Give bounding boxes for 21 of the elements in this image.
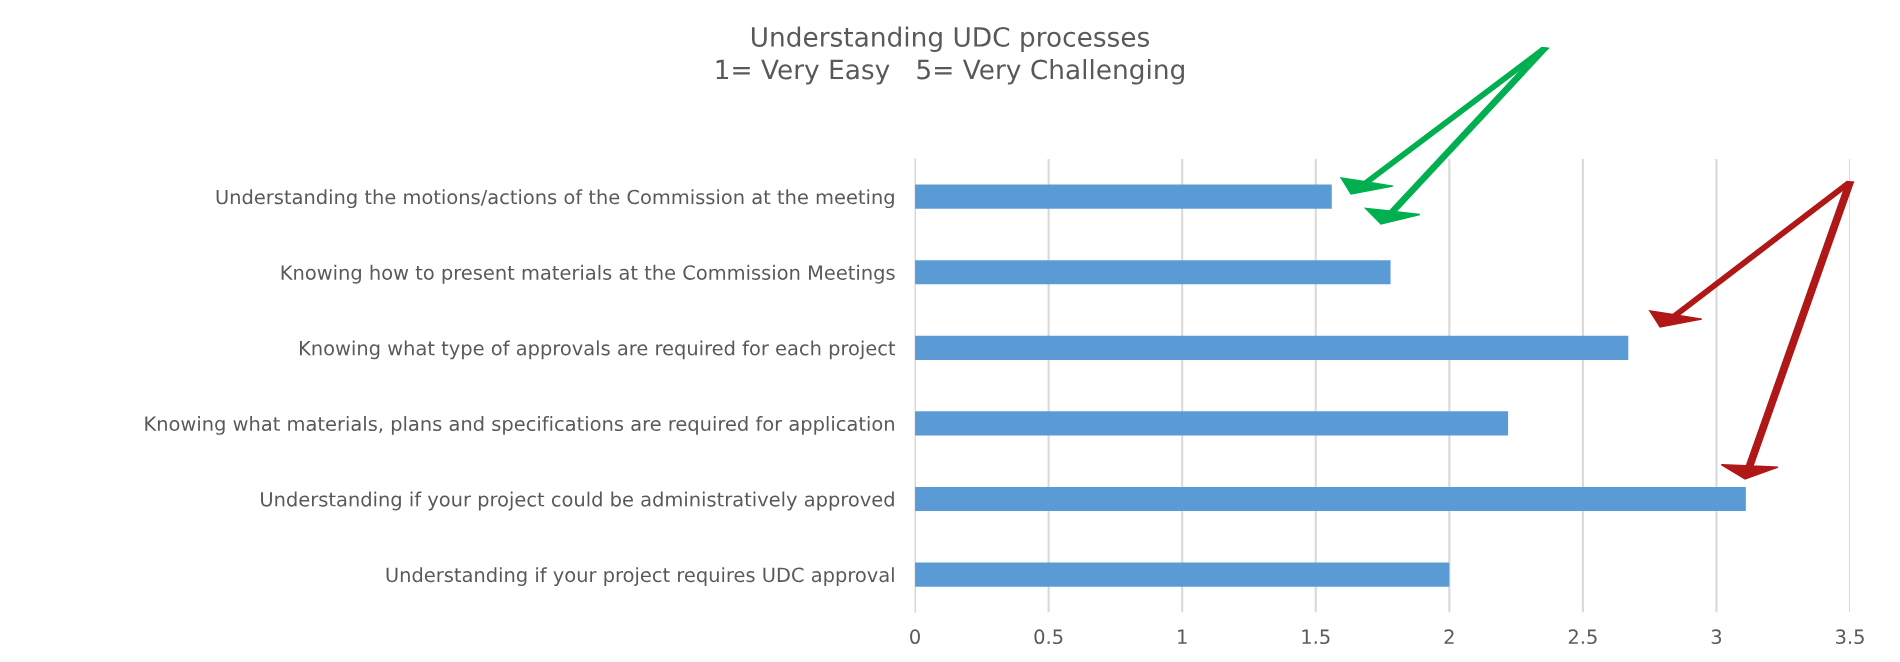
bar [915, 184, 1332, 209]
y-tick-label: Understanding the motions/actions of the Commission at the meeting [216, 189, 894, 209]
x-tick-label: 0 [910, 629, 920, 645]
y-tick-label: Knowing what type of approvals are required for each project [299, 340, 896, 360]
x-tick-label: 1 [1178, 629, 1187, 644]
x-tick-label: 0.5 [1034, 629, 1063, 645]
x-tick-label: 1.5 [1302, 629, 1330, 645]
y-tick-label: Understanding if your project requires UDC approval [386, 567, 894, 586]
bar [915, 486, 1746, 512]
x-tick-label: 3.5 [1836, 629, 1864, 645]
y-tick-label: Knowing what materials, plans and specifications are required for application [145, 416, 894, 435]
bar [915, 562, 1450, 587]
x-tick-label: 2.5 [1568, 629, 1597, 645]
bar [915, 335, 1629, 360]
chart-title: Understanding UDC processes 1= Very Easy 5= Very Challenging [716, 26, 1184, 85]
bar [915, 260, 1391, 285]
x-tick-label: 2 [1444, 629, 1454, 644]
y-tick-label: Knowing how to present materials at the Commission Meetings [281, 264, 895, 284]
x-tick-label: 3 [1711, 629, 1722, 645]
y-tick-label: Understanding if your project could be administratively approved [261, 491, 894, 511]
bar [915, 411, 1509, 436]
